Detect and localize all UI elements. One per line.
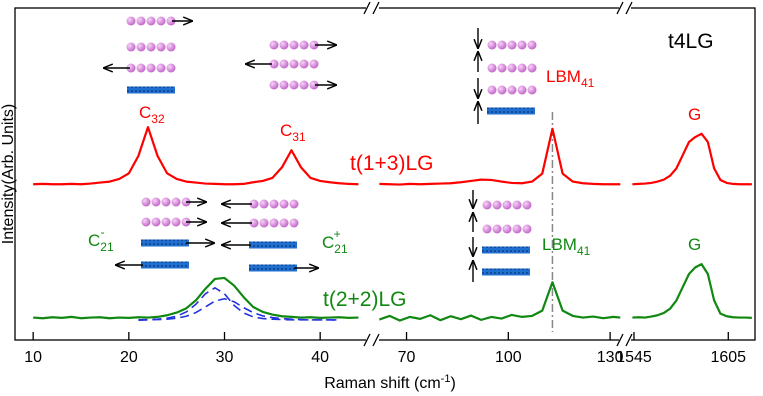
label-sub: 41 <box>577 244 591 258</box>
x-tick-label: 20 <box>120 349 138 366</box>
spectrum-line <box>33 126 752 186</box>
label-sup: - <box>101 225 105 239</box>
mode-label: C31 <box>280 121 306 144</box>
mode-label: C21+ <box>322 227 348 256</box>
plot-frame <box>14 7 756 341</box>
x-tick-label: 100 <box>495 349 522 366</box>
mode-label: C32 <box>139 103 165 126</box>
x-axis-title: Raman shift (cm-1) <box>324 373 456 392</box>
mode-label: C21- <box>88 225 114 254</box>
label-sub: 41 <box>581 76 595 90</box>
x-title-text: Raman shift (cm <box>324 375 440 392</box>
axis-breaks <box>363 1 633 347</box>
mode-label: LBM41 <box>546 67 595 90</box>
mode-icons <box>104 17 537 282</box>
label-text: LBM <box>542 235 577 254</box>
x-tick-label: 1605 <box>710 349 746 366</box>
label-text: C <box>88 231 100 250</box>
x-tick-label: 30 <box>216 349 234 366</box>
label-text: C <box>322 233 334 252</box>
spectrum-label: t(1+3)LG <box>350 152 433 175</box>
mode-label: LBM41 <box>542 235 591 258</box>
spectrum-line <box>138 297 340 321</box>
mode-label: G <box>688 235 701 254</box>
label-sub: 31 <box>292 130 306 144</box>
plot-marks <box>32 112 752 340</box>
spectrum-line <box>33 263 752 322</box>
x-tick-label: 1545 <box>616 349 652 366</box>
sample-label: t4LG <box>668 30 714 53</box>
x-tick-label: 10 <box>24 349 42 366</box>
label-sup: + <box>334 227 341 241</box>
label-sub: 21 <box>100 240 114 254</box>
label-text: C <box>139 103 151 122</box>
x-tick-label: 40 <box>311 349 329 366</box>
y-axis-title: Intensity(Arb. Units) <box>0 104 17 244</box>
x-tick-label: 70 <box>398 349 416 366</box>
label-sub: 21 <box>334 242 348 256</box>
spectrum-label: t(2+2)LG <box>323 288 406 311</box>
x-title-sup: -1 <box>441 373 451 385</box>
label-sub: 32 <box>151 112 165 126</box>
x-tick-label: 130 <box>597 349 624 366</box>
label-text: C <box>280 121 292 140</box>
label-text: LBM <box>546 67 581 86</box>
mode-label: G <box>688 105 701 124</box>
x-title-tail: ) <box>450 375 455 392</box>
